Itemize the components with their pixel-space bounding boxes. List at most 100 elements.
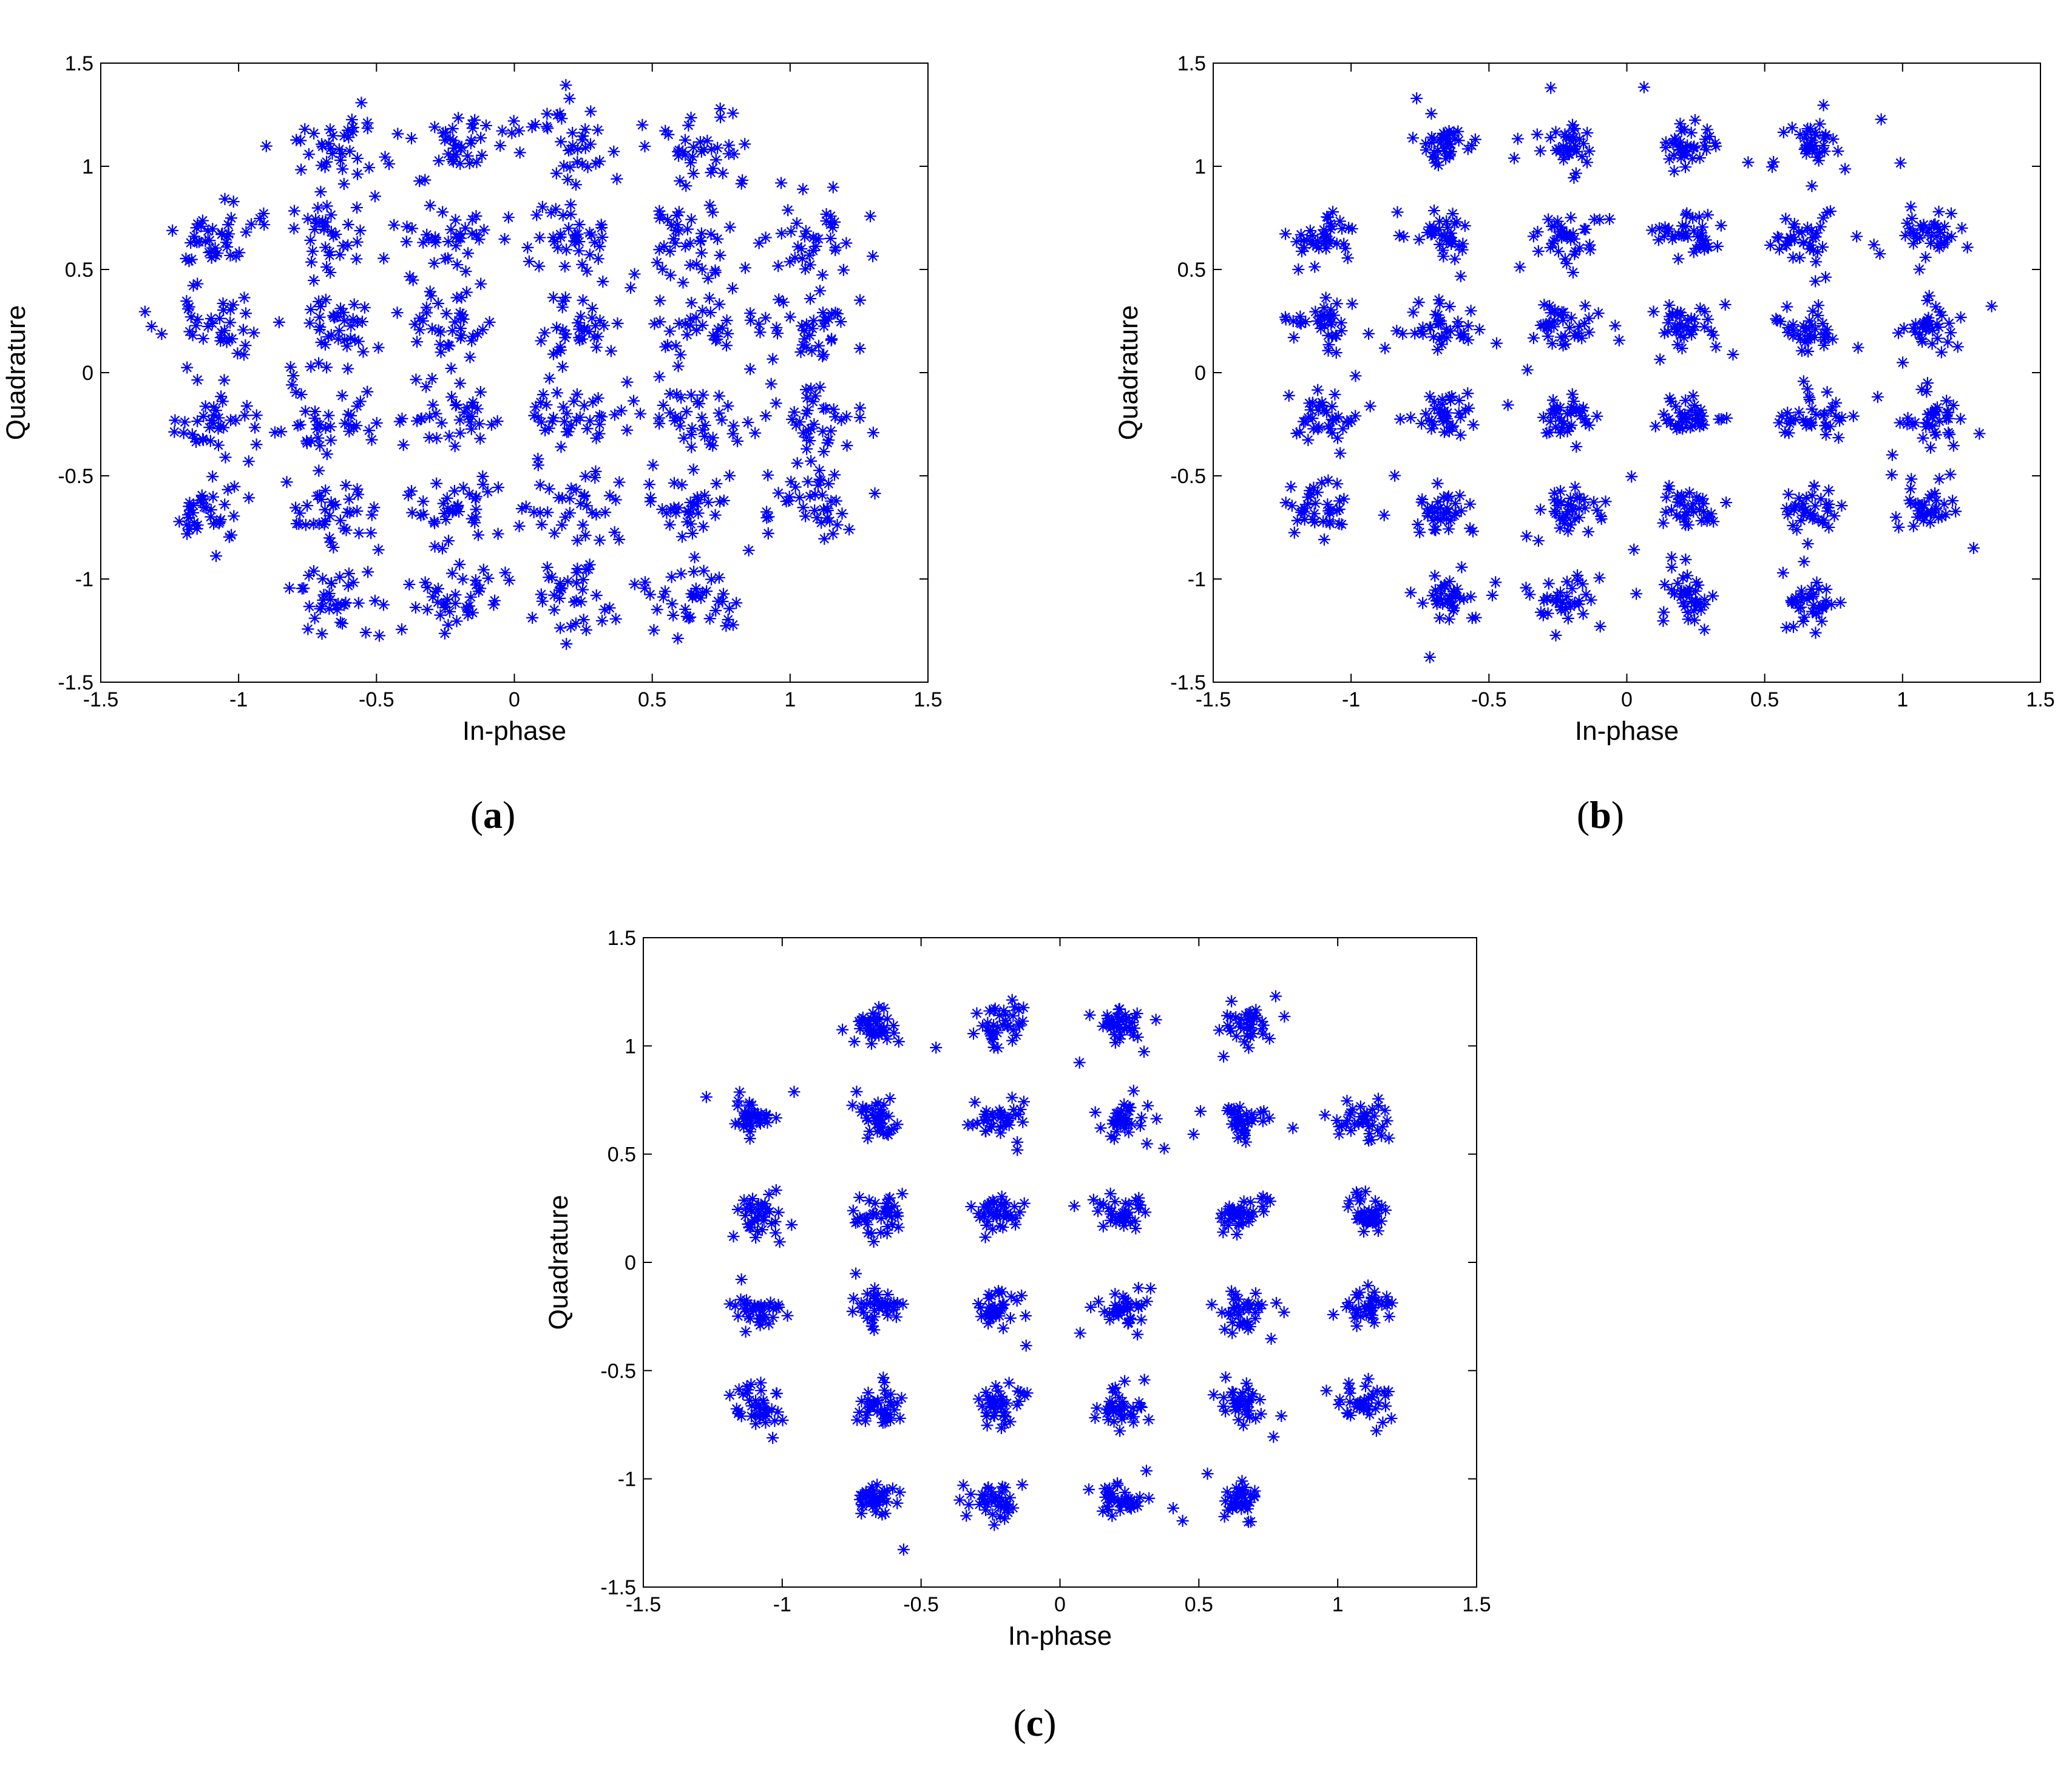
- data-point: [1340, 1301, 1353, 1313]
- data-point: [579, 141, 592, 154]
- data-point: [686, 422, 699, 435]
- data-point: [447, 134, 459, 147]
- data-point: [699, 430, 711, 442]
- data-point: [1250, 1412, 1262, 1425]
- data-point: [888, 1027, 901, 1040]
- data-point: [565, 482, 578, 495]
- data-point: [990, 1307, 1003, 1320]
- data-point: [1663, 479, 1676, 492]
- data-point: [860, 1112, 873, 1125]
- data-point: [1678, 512, 1691, 525]
- data-point: [825, 425, 838, 438]
- data-point: [1830, 396, 1843, 409]
- data-point: [545, 206, 558, 219]
- data-point: [770, 1184, 782, 1197]
- data-point: [1118, 1023, 1131, 1035]
- data-point: [1123, 1105, 1136, 1117]
- data-point: [1659, 506, 1672, 518]
- data-point: [534, 396, 547, 408]
- data-point: [1809, 275, 1822, 288]
- data-point: [1322, 474, 1335, 487]
- data-point: [735, 177, 748, 190]
- data-point: [706, 162, 719, 175]
- data-point: [1797, 615, 1810, 628]
- data-point: [878, 1099, 890, 1111]
- data-point: [575, 595, 587, 608]
- data-point: [323, 509, 336, 522]
- data-point: [1875, 113, 1887, 126]
- data-point: [1555, 415, 1568, 427]
- data-point: [1917, 507, 1929, 520]
- data-point: [1424, 228, 1437, 241]
- data-point: [1662, 316, 1674, 329]
- data-point: [1083, 1009, 1096, 1021]
- data-point: [455, 331, 467, 344]
- data-point: [477, 563, 490, 576]
- data-point: [876, 1417, 889, 1429]
- data-point: [987, 1041, 1000, 1054]
- data-point: [875, 1226, 887, 1239]
- data-point: [1554, 586, 1567, 599]
- data-point: [1242, 1303, 1255, 1316]
- data-point: [802, 475, 814, 488]
- data-point: [998, 1418, 1011, 1430]
- data-point: [895, 1392, 908, 1404]
- data-point: [1293, 426, 1306, 439]
- data-point: [756, 1200, 768, 1213]
- data-point: [343, 493, 356, 506]
- chart-panel-c: -1.5 -1 -0.5 0 0.5 1 1.5-1.5-1-0.500.511.5In-p…: [544, 927, 1491, 1744]
- data-point: [538, 327, 551, 339]
- data-point: [687, 141, 700, 154]
- data-point: [323, 249, 336, 262]
- data-point: [305, 361, 317, 373]
- data-point: [180, 252, 192, 265]
- data-point: [1315, 476, 1328, 489]
- data-point: [799, 225, 812, 237]
- data-point: [754, 1384, 767, 1397]
- data-point: [1899, 229, 1912, 242]
- data-point: [1562, 498, 1575, 511]
- data-point: [883, 1206, 896, 1219]
- data-point: [1789, 413, 1802, 426]
- data-point: [1122, 1211, 1135, 1224]
- data-point: [1323, 515, 1336, 528]
- data-point: [1954, 311, 1967, 323]
- data-point: [577, 519, 589, 532]
- data-point: [447, 155, 459, 168]
- data-point: [334, 302, 347, 315]
- data-point: [875, 1023, 887, 1036]
- data-point: [1344, 1396, 1356, 1409]
- data-point: [871, 1405, 884, 1418]
- data-point: [563, 492, 576, 505]
- data-point: [1417, 328, 1429, 340]
- data-point: [754, 1301, 767, 1313]
- data-point: [797, 427, 810, 439]
- data-point: [1781, 300, 1793, 313]
- y-tick-label: 1.5: [1177, 52, 1206, 75]
- data-point: [1657, 606, 1670, 618]
- data-point: [239, 307, 252, 320]
- data-point: [1852, 341, 1864, 354]
- data-point: [700, 1091, 713, 1103]
- data-point: [529, 118, 542, 131]
- data-point: [1329, 329, 1342, 342]
- data-point: [555, 582, 568, 595]
- data-point: [1324, 504, 1337, 516]
- data-point: [1217, 1391, 1230, 1404]
- data-point: [757, 1394, 770, 1407]
- data-point: [310, 213, 322, 226]
- data-point: [1428, 396, 1441, 408]
- data-point: [1187, 1128, 1200, 1140]
- data-point: [1780, 502, 1793, 515]
- data-point: [302, 148, 315, 161]
- data-point: [177, 427, 190, 439]
- data-point: [1368, 1286, 1381, 1299]
- data-point: [868, 1324, 881, 1336]
- data-point: [853, 411, 866, 424]
- data-point: [1682, 585, 1695, 598]
- data-point: [449, 440, 461, 453]
- data-point: [1834, 596, 1847, 609]
- data-point: [245, 218, 258, 231]
- data-point: [1335, 518, 1348, 531]
- data-point: [229, 414, 242, 427]
